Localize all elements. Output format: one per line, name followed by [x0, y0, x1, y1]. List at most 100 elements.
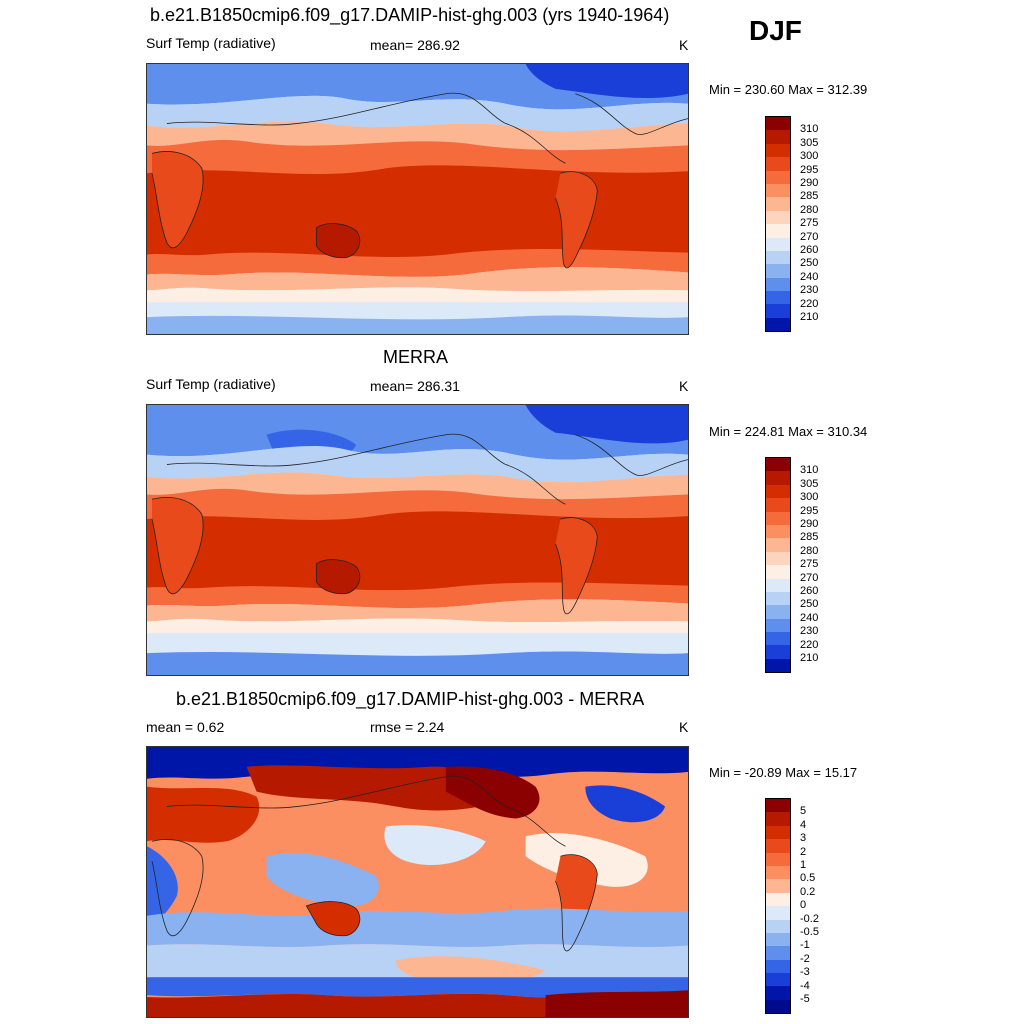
panel1-map — [146, 63, 689, 335]
panel2-colorbar-box — [766, 605, 790, 619]
panel1-colorbar-tick-label: 310 — [800, 123, 819, 136]
panel3-colorbar-box — [766, 906, 790, 920]
panel1-colorbar-box — [766, 210, 790, 225]
panel2-colorbar-box — [766, 591, 790, 606]
panel1-units-label: K — [679, 37, 689, 53]
panel2-colorbar-box — [766, 524, 790, 539]
panel2-title: MERRA — [383, 347, 449, 367]
panel1-colorbar-tick-label: 270 — [800, 230, 819, 243]
panel2-colorbar-tick-label: 285 — [800, 531, 819, 544]
panel3-colorbar-box — [766, 812, 790, 826]
panel2-colorbar-box — [766, 565, 790, 579]
panel2-colorbar-box — [766, 578, 790, 592]
panel3-difference-map — [146, 746, 689, 1018]
panel1-colorbar-tick-label: 220 — [800, 297, 819, 310]
panel1-colorbar-box — [766, 143, 790, 158]
panel2-colorbar-tick-label: 290 — [800, 518, 819, 530]
panel1-mean-label: mean= 286.92 — [370, 37, 460, 53]
panel1-colorbar-tick-label: 250 — [800, 257, 819, 270]
panel3-colorbar-box — [766, 892, 790, 907]
panel2-colorbar-tick-label: 210 — [800, 652, 819, 664]
panel3-colorbar-tick-label: -2 — [800, 952, 810, 965]
panel2-mean-label: mean= 286.31 — [370, 378, 460, 394]
panel3-colorbar-box — [766, 825, 790, 840]
panel1-colorbar-box — [766, 291, 790, 305]
panel3-colorbar-box — [766, 946, 790, 960]
panel2-colorbar-tick-label: 270 — [800, 571, 819, 584]
panel2-colorbar-box — [766, 645, 790, 659]
panel1-colorbar-box — [766, 224, 790, 238]
panel3-colorbar-tick-label: -0.5 — [800, 926, 819, 938]
panel3-colorbar-box — [766, 839, 790, 853]
panel3-colorbar-tick-label: 0.2 — [800, 885, 816, 898]
panel3-colorbar-box — [766, 986, 790, 1000]
panel2-colorbar-box — [766, 618, 790, 633]
panel1-colorbar-tick-label: 300 — [800, 150, 819, 163]
panel1-colorbar-tick-label: 275 — [800, 217, 819, 230]
panel2-colorbar-tick-label: 295 — [800, 504, 819, 517]
panel2-colorbar-box — [766, 498, 790, 512]
panel1-colorbar — [765, 116, 791, 333]
panel1-colorbar-tick-label: 305 — [800, 136, 819, 149]
panel3-colorbar-tick-label: -4 — [800, 979, 810, 992]
panel3-colorbar-tick-label: 0.5 — [800, 872, 816, 885]
panel1-colorbar-tick-label: 230 — [800, 284, 819, 297]
panel2-colorbar-box — [766, 471, 790, 485]
panel2-colorbar-tick-label: 300 — [800, 491, 819, 504]
panel3-colorbar-box — [766, 932, 790, 947]
panel3-mean-label: mean = 0.62 — [146, 719, 225, 735]
panel1-colorbar-box — [766, 250, 790, 265]
panel1-colorbar-box — [766, 237, 790, 251]
panel3-colorbar-tick-label: 2 — [800, 845, 807, 858]
panel2-colorbar-box — [766, 511, 790, 525]
panel1-colorbar-tick-label: 285 — [800, 190, 819, 203]
panel3-colorbar-tick-label: 3 — [800, 832, 807, 845]
panel1-colorbar-tick-label: 240 — [800, 270, 819, 283]
panel1-colorbar-box — [766, 277, 790, 292]
panel1-colorbar-box — [766, 117, 790, 131]
panel2-variable-label: Surf Temp (radiative) — [146, 376, 276, 392]
panel1-colorbar-box — [766, 317, 790, 332]
panel1-colorbar-box — [766, 264, 790, 278]
panel2-colorbar-tick-label: 305 — [800, 477, 819, 490]
panel1-variable-label: Surf Temp (radiative) — [146, 35, 276, 51]
panel3-colorbar-tick-label: -3 — [800, 966, 810, 979]
panel2-colorbar-box — [766, 632, 790, 646]
panel3-units-label: K — [679, 719, 689, 735]
panel2-colorbar-tick-label: 280 — [800, 544, 819, 557]
panel1-colorbar-box — [766, 157, 790, 171]
panel3-colorbar-tick-label: 1 — [800, 859, 807, 871]
panel3-colorbar-box — [766, 799, 790, 813]
panel3-colorbar — [765, 798, 791, 1015]
panel3-colorbar-tick-label: 4 — [800, 818, 807, 831]
panel3-colorbar-box — [766, 973, 790, 987]
panel2-colorbar-tick-label: 275 — [800, 558, 819, 571]
panel2-colorbar-tick-label: 220 — [800, 638, 819, 651]
panel2-colorbar — [765, 457, 791, 674]
panel2-units-label: K — [679, 378, 689, 394]
panel2-colorbar-tick-label: 230 — [800, 625, 819, 638]
panel3-colorbar-box — [766, 959, 790, 974]
panel2-colorbar-box — [766, 538, 790, 552]
panel3-colorbar-box — [766, 919, 790, 933]
panel1-colorbar-tick-label: 260 — [800, 244, 819, 256]
panel2-colorbar-box — [766, 458, 790, 472]
panel1-colorbar-box — [766, 197, 790, 211]
panel3-colorbar-tick-label: 5 — [800, 805, 807, 818]
panel2-map — [146, 404, 689, 676]
panel3-colorbar-box — [766, 852, 790, 866]
panel3-colorbar-tick-label: 0 — [800, 899, 807, 912]
panel3-colorbar-box — [766, 879, 790, 893]
panel1-minmax: Min = 230.60 Max = 312.39 — [709, 82, 868, 97]
panel2-minmax: Min = 224.81 Max = 310.34 — [709, 424, 868, 439]
panel1-title: b.e21.B1850cmip6.f09_g17.DAMIP-hist-ghg.… — [150, 5, 670, 25]
panel1-colorbar-tick-label: 290 — [800, 177, 819, 189]
panel1-colorbar-tick-label: 280 — [800, 203, 819, 216]
panel1-colorbar-box — [766, 304, 790, 318]
panel2-colorbar-box — [766, 658, 790, 673]
panel2-colorbar-box — [766, 484, 790, 499]
panel2-colorbar-box — [766, 551, 790, 566]
panel2-colorbar-tick-label: 310 — [800, 464, 819, 477]
panel2-colorbar-tick-label: 250 — [800, 598, 819, 611]
panel1-colorbar-tick-label: 210 — [800, 311, 819, 323]
